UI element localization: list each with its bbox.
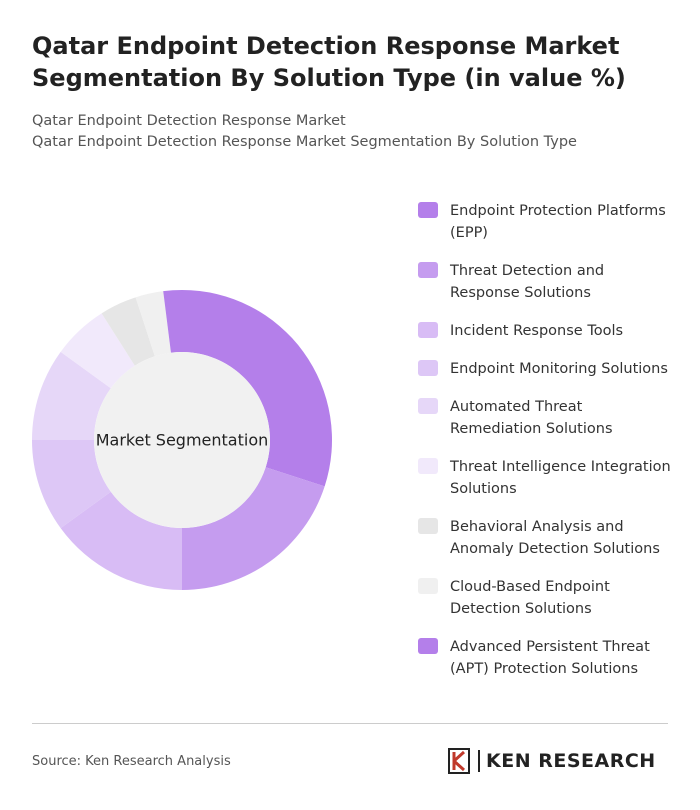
donut-segment: [32, 440, 111, 529]
donut-segment: [182, 467, 325, 590]
brand: KEN RESEARCH: [448, 748, 656, 774]
legend-swatch: [418, 518, 438, 534]
legend-swatch: [418, 202, 438, 218]
center-label: Market Segmentation: [96, 431, 269, 450]
legend-item: Endpoint Monitoring Solutions: [418, 358, 678, 380]
legend-item: Threat Intelligence Integration Solution…: [418, 456, 678, 500]
legend-label: Endpoint Monitoring Solutions: [450, 361, 668, 377]
chart: Market Segmentation: [32, 290, 332, 590]
legend-label: Threat Intelligence Integration Solution…: [450, 459, 671, 497]
legend-swatch: [418, 360, 438, 376]
donut-hole: [94, 352, 270, 528]
legend-item: Endpoint Protection Platforms (EPP): [418, 200, 678, 244]
legend-swatch: [418, 398, 438, 414]
donut-segment: [60, 313, 135, 389]
logo-bar: [478, 750, 480, 772]
legend-item: Threat Detection and Response Solutions: [418, 260, 678, 304]
legend-swatch: [418, 322, 438, 338]
legend-swatch: [418, 578, 438, 594]
legend-item: Automated Threat Remediation Solutions: [418, 396, 678, 440]
legend-swatch: [418, 638, 438, 654]
subtitle: Qatar Endpoint Detection Response Market…: [32, 134, 577, 150]
donut-segment: [101, 297, 155, 366]
legend-swatch: [418, 458, 438, 474]
legend-item: Advanced Persistent Threat (APT) Protect…: [418, 636, 678, 680]
subtitle: Qatar Endpoint Detection Response Market: [32, 113, 346, 129]
legend-label: Incident Response Tools: [450, 323, 624, 339]
donut-segment: [163, 290, 182, 353]
legend-label: Behavioral Analysis and Anomaly Detectio…: [450, 519, 660, 557]
legend-item: Behavioral Analysis and Anomaly Detectio…: [418, 516, 678, 560]
donut-segment: [182, 290, 332, 487]
legend-label: Threat Detection and Response Solutions: [450, 263, 605, 301]
legend-item: Incident Response Tools: [418, 320, 678, 342]
legend-label: Endpoint Protection Platforms (EPP): [450, 203, 666, 241]
donut-segment: [60, 491, 183, 590]
source: Source: Ken Research Analysis: [32, 754, 231, 769]
logo-icon: [448, 748, 470, 774]
legend-item: Cloud-Based Endpoint Detection Solutions: [418, 576, 678, 620]
title: Qatar Endpoint Detection Response Market…: [32, 32, 626, 92]
legend: Endpoint Protection Platforms (EPP) Threa…: [418, 200, 678, 696]
divider: [32, 723, 668, 724]
donut-segment: [135, 291, 171, 357]
legend-swatch: [418, 262, 438, 278]
legend-label: Automated Threat Remediation Solutions: [450, 399, 613, 437]
legend-label: Advanced Persistent Threat (APT) Protect…: [450, 639, 650, 677]
brand-name: KEN RESEARCH: [486, 750, 656, 772]
legend-label: Cloud-Based Endpoint Detection Solutions: [450, 579, 610, 617]
donut-segment: [32, 351, 111, 440]
